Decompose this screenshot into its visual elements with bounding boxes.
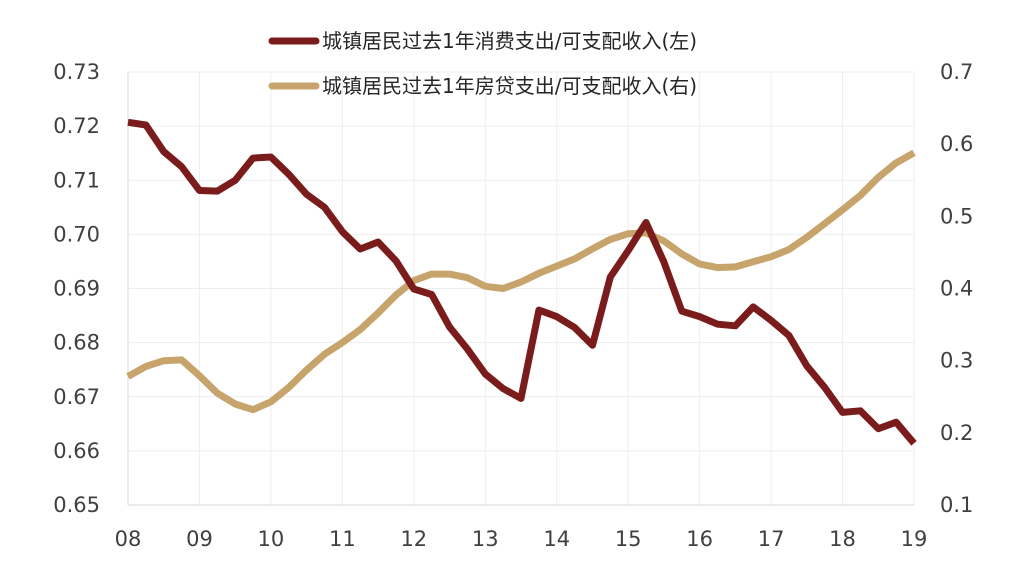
x-tick-label: 15 [615,527,642,551]
y-right-tick-label: 0.4 [940,277,973,301]
series-line-consumption-ratio [127,118,917,446]
y-left-tick-label: 0.71 [53,168,100,192]
legend-label-mortgage: 城镇居民过去1年房贷支出/可支配收入(右) [322,74,697,98]
x-tick-label: 08 [115,527,142,551]
y-left-tick-label: 0.70 [53,222,100,246]
y-left-tick-label: 0.72 [53,114,100,138]
legend-label-consumption: 城镇居民过去1年消费支出/可支配收入(左) [322,29,697,53]
x-tick-label: 11 [329,527,356,551]
y-left-tick-label: 0.66 [53,439,100,463]
y-left-tick-label: 0.65 [53,493,100,517]
y-right-tick-label: 0.2 [940,421,973,445]
x-tick-label: 19 [901,527,928,551]
legend: 城镇居民过去1年消费支出/可支配收入(左) 城镇居民过去1年房贷支出/可支配收入… [268,29,697,98]
series-line-mortgage-ratio [126,149,916,414]
x-tick-label: 10 [258,527,285,551]
y-left-tick-label: 0.68 [53,331,100,355]
x-tick-label: 09 [186,527,213,551]
y-right-tick-label: 0.6 [940,132,973,156]
x-tick-label: 18 [829,527,856,551]
y-right-tick-label: 0.5 [940,204,973,228]
y-left-tick-label: 0.67 [53,385,100,409]
x-tick-label: 13 [472,527,499,551]
y-left-tick-label: 0.73 [53,60,100,84]
y-right-tick-label: 0.3 [940,349,973,373]
y-right-tick-label: 0.1 [940,493,973,517]
series-lines [126,118,917,446]
x-tick-label: 12 [400,527,427,551]
y-right-tick-label: 0.7 [940,60,973,84]
x-tick-label: 17 [758,527,785,551]
x-tick-label: 14 [543,527,570,551]
x-tick-label: 16 [686,527,713,551]
gridlines [128,71,915,506]
y-left-tick-label: 0.69 [53,277,100,301]
axes: 0.65 0.66 0.67 0.68 0.69 0.70 0.71 0.72 0.73 0.1 0… [53,60,973,551]
